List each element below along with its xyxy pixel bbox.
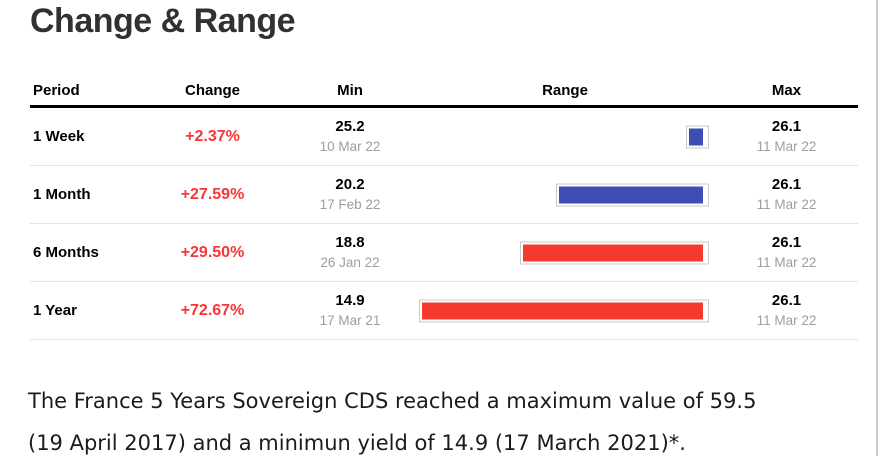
range-cell [415, 282, 715, 339]
max-date: 11 Mar 22 [756, 254, 817, 270]
max-cell: 26.1 11 Mar 22 [715, 117, 858, 155]
widget-title: Change & Range [30, 2, 296, 40]
widget-right-border [876, 0, 878, 456]
change-value: +29.50% [180, 243, 245, 261]
max-cell: 26.1 11 Mar 22 [715, 175, 858, 213]
change-value: +2.37% [185, 127, 240, 145]
column-header-max: Max [771, 82, 802, 99]
range-bar [556, 183, 709, 206]
period-label: 1 Month [33, 186, 91, 203]
min-value: 25.2 [335, 118, 365, 136]
change-value: +72.67% [180, 301, 245, 319]
min-value: 18.8 [335, 234, 365, 252]
column-header-min: Min [337, 82, 363, 99]
max-value: 26.1 [771, 176, 802, 194]
footnote-line-1: The France 5 Years Sovereign CDS reached… [28, 389, 757, 413]
range-bar [419, 299, 709, 322]
range-bar-fill [689, 128, 703, 145]
column-header-range: Range [542, 82, 588, 99]
change-range-table: Period Change Min Range Max 1 Week +2.37… [30, 76, 858, 340]
max-date: 11 Mar 22 [756, 312, 817, 328]
min-cell: 25.2 10 Mar 22 [285, 117, 415, 155]
table-row: 1 Week +2.37% 25.2 10 Mar 22 26.1 11 Mar… [30, 108, 858, 166]
max-date: 11 Mar 22 [756, 196, 817, 212]
range-bar [686, 125, 709, 148]
min-date: 17 Mar 21 [319, 312, 381, 328]
min-date: 10 Mar 22 [319, 138, 381, 154]
range-cell [415, 108, 715, 165]
max-value: 26.1 [771, 292, 802, 310]
max-cell: 26.1 11 Mar 22 [715, 233, 858, 271]
footnote-text: The France 5 Years Sovereign CDS reached… [28, 380, 868, 464]
footnote-line-2: (19 April 2017) and a minimun yield of 1… [28, 431, 686, 455]
range-bar [520, 241, 709, 264]
period-label: 1 Week [33, 128, 85, 145]
table-row: 1 Month +27.59% 20.2 17 Feb 22 26.1 11 M… [30, 166, 858, 224]
max-cell: 26.1 11 Mar 22 [715, 291, 858, 329]
table-header-row: Period Change Min Range Max [30, 76, 858, 108]
min-cell: 20.2 17 Feb 22 [285, 175, 415, 213]
range-bar-fill [523, 244, 703, 261]
range-bar-fill [559, 186, 703, 203]
change-value: +27.59% [180, 185, 245, 203]
max-date: 11 Mar 22 [756, 138, 817, 154]
range-cell [415, 224, 715, 281]
table-row: 6 Months +29.50% 18.8 26 Jan 22 26.1 11 … [30, 224, 858, 282]
period-label: 1 Year [33, 302, 77, 319]
min-value: 14.9 [335, 292, 365, 310]
max-value: 26.1 [771, 234, 802, 252]
min-date: 26 Jan 22 [320, 254, 380, 270]
column-header-period: Period [33, 82, 80, 99]
period-label: 6 Months [33, 244, 99, 261]
max-value: 26.1 [771, 118, 802, 136]
range-cell [415, 166, 715, 223]
min-cell: 14.9 17 Mar 21 [285, 291, 415, 329]
table-row: 1 Year +72.67% 14.9 17 Mar 21 26.1 11 Ma… [30, 282, 858, 340]
min-value: 20.2 [335, 176, 365, 194]
column-header-change: Change [184, 82, 240, 99]
min-cell: 18.8 26 Jan 22 [285, 233, 415, 271]
min-date: 17 Feb 22 [319, 196, 381, 212]
range-bar-fill [422, 302, 703, 319]
